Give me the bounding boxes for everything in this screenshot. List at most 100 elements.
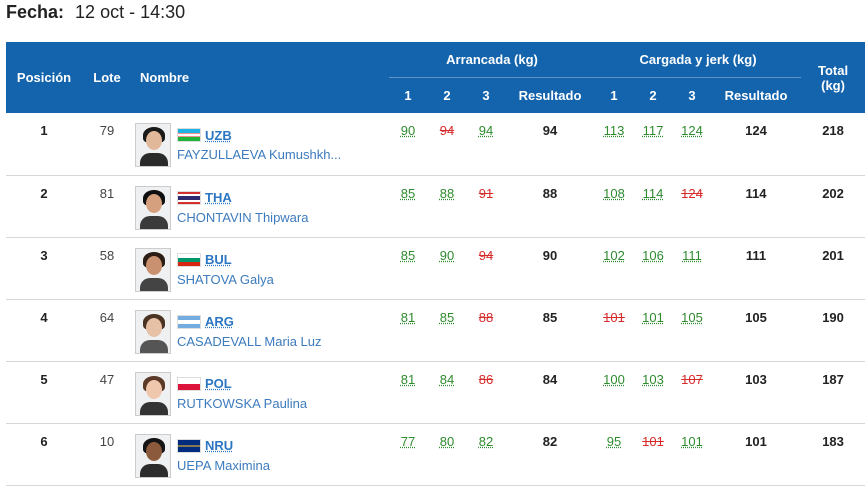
snatch-attempt-cell: 88 xyxy=(427,175,467,238)
cj-attempt-cell: 101 xyxy=(633,423,673,486)
country-code-link[interactable]: NRU xyxy=(205,438,234,453)
athlete-name-link[interactable]: RUTKOWSKA Paulina xyxy=(177,395,308,411)
athlete-photo xyxy=(135,185,171,230)
athlete-block: THA CHONTAVIN Thipwara xyxy=(135,184,389,230)
col-snatch-2: 2 xyxy=(427,77,467,113)
cj-attempt-2[interactable]: 114 xyxy=(642,185,664,201)
athlete-block: NRU UEPA Maximina xyxy=(135,432,389,478)
cj-attempt-2[interactable]: 106 xyxy=(642,247,664,263)
cj-result: 111 xyxy=(711,237,802,300)
cj-result: 114 xyxy=(711,175,802,238)
col-cargada: Cargada y jerk (kg) xyxy=(595,42,802,78)
athlete-name-link[interactable]: CASADEVALL Maria Luz xyxy=(177,333,322,349)
athlete-name-link[interactable]: FAYZULLAEVA Kumushkh... xyxy=(177,147,342,162)
photo-body xyxy=(140,401,168,415)
col-cj-3: 3 xyxy=(673,77,711,113)
cj-attempt-1[interactable]: 108 xyxy=(603,185,625,201)
row-lot: 10 xyxy=(82,423,132,486)
snatch-attempt-3[interactable]: 86 xyxy=(478,371,494,387)
snatch-attempt-3[interactable]: 82 xyxy=(478,433,494,449)
snatch-attempt-2[interactable]: 84 xyxy=(439,371,455,387)
snatch-attempt-cell: 77 xyxy=(389,423,427,486)
snatch-attempt-3[interactable]: 94 xyxy=(478,123,494,138)
snatch-attempt-1[interactable]: 81 xyxy=(400,371,416,387)
athlete-meta: THA CHONTAVIN Thipwara xyxy=(177,184,308,225)
cj-attempt-3[interactable]: 124 xyxy=(681,123,703,138)
athlete-photo xyxy=(135,371,171,416)
snatch-attempt-cell: 80 xyxy=(427,423,467,486)
snatch-attempt-3[interactable]: 88 xyxy=(478,309,494,325)
cj-attempt-3[interactable]: 105 xyxy=(681,309,703,325)
photo-head xyxy=(146,441,162,461)
photo-body xyxy=(140,153,168,166)
cj-attempt-2[interactable]: 101 xyxy=(642,433,664,449)
total-result: 190 xyxy=(801,299,865,362)
snatch-attempt-cell: 90 xyxy=(427,237,467,300)
cj-attempt-1[interactable]: 101 xyxy=(603,309,625,325)
total-result: 202 xyxy=(801,175,865,238)
cj-result: 124 xyxy=(711,113,802,176)
snatch-attempt-1[interactable]: 85 xyxy=(400,185,416,201)
cj-attempt-3[interactable]: 101 xyxy=(681,433,703,449)
col-total-line2: (kg) xyxy=(821,77,845,93)
photo-body xyxy=(140,339,168,353)
table-row: 5 47 POL RUTKOWSKA Paulina 81 84 86 84 100 103 107… xyxy=(6,361,865,424)
snatch-attempt-2[interactable]: 88 xyxy=(439,185,455,201)
cj-attempt-2[interactable]: 117 xyxy=(642,123,664,138)
snatch-result: 82 xyxy=(505,423,595,486)
total-result: 187 xyxy=(801,361,865,424)
country-code-link[interactable]: BUL xyxy=(205,252,232,267)
athlete-name-link[interactable]: SHATOVA Galya xyxy=(177,271,274,287)
photo-head xyxy=(146,131,162,150)
cj-attempt-cell: 100 xyxy=(595,361,633,424)
athlete-name-link[interactable]: UEPA Maximina xyxy=(177,457,270,473)
total-result: 183 xyxy=(801,423,865,486)
snatch-attempt-1[interactable]: 77 xyxy=(400,433,416,449)
row-position: 5 xyxy=(6,361,82,424)
cj-attempt-1[interactable]: 100 xyxy=(603,371,625,387)
photo-head xyxy=(146,317,162,337)
row-athlete-cell: UZB FAYZULLAEVA Kumushkh... xyxy=(132,113,389,176)
photo-head xyxy=(146,379,162,399)
cj-attempt-3[interactable]: 107 xyxy=(681,371,703,387)
cj-attempt-1[interactable]: 102 xyxy=(603,247,625,263)
snatch-attempt-2[interactable]: 80 xyxy=(439,433,455,449)
snatch-attempt-cell: 94 xyxy=(467,237,505,300)
athlete-meta: POL RUTKOWSKA Paulina xyxy=(177,370,307,411)
col-snatch-1: 1 xyxy=(389,77,427,113)
row-lot: 58 xyxy=(82,237,132,300)
country-line: BUL xyxy=(177,252,274,268)
snatch-attempt-1[interactable]: 90 xyxy=(400,123,416,138)
snatch-attempt-cell: 84 xyxy=(427,361,467,424)
snatch-attempt-cell: 88 xyxy=(467,299,505,362)
snatch-attempt-3[interactable]: 94 xyxy=(478,247,494,263)
country-code-link[interactable]: POL xyxy=(205,376,232,391)
cj-attempt-2[interactable]: 103 xyxy=(642,371,664,387)
row-position: 4 xyxy=(6,299,82,362)
country-line: ARG xyxy=(177,314,322,330)
cj-attempt-3[interactable]: 111 xyxy=(682,247,702,263)
snatch-attempt-1[interactable]: 81 xyxy=(400,309,416,325)
snatch-attempt-2[interactable]: 94 xyxy=(439,123,455,138)
country-code-link[interactable]: THA xyxy=(205,190,232,205)
snatch-attempt-2[interactable]: 85 xyxy=(439,309,455,325)
col-nombre: Nombre xyxy=(132,42,389,113)
athlete-name-link[interactable]: CHONTAVIN Thipwara xyxy=(177,209,309,225)
cj-attempt-3[interactable]: 124 xyxy=(681,185,703,201)
row-lot: 81 xyxy=(82,175,132,238)
snatch-attempt-3[interactable]: 91 xyxy=(478,185,494,201)
country-code-link[interactable]: UZB xyxy=(205,127,232,143)
col-snatch-3: 3 xyxy=(467,77,505,113)
country-code-link[interactable]: ARG xyxy=(205,314,234,329)
col-cj-result: Resultado xyxy=(711,77,802,113)
cj-attempt-1[interactable]: 113 xyxy=(603,123,625,138)
total-result: 201 xyxy=(801,237,865,300)
cj-attempt-2[interactable]: 101 xyxy=(642,309,664,325)
col-cj-2: 2 xyxy=(633,77,673,113)
snatch-attempt-1[interactable]: 85 xyxy=(400,247,416,263)
cj-attempt-1[interactable]: 95 xyxy=(606,433,622,449)
snatch-attempt-cell: 81 xyxy=(389,299,427,362)
date-line: Fecha: 12 oct - 14:30 xyxy=(6,2,185,23)
row-athlete-cell: THA CHONTAVIN Thipwara xyxy=(132,175,389,238)
snatch-attempt-2[interactable]: 90 xyxy=(439,247,455,263)
